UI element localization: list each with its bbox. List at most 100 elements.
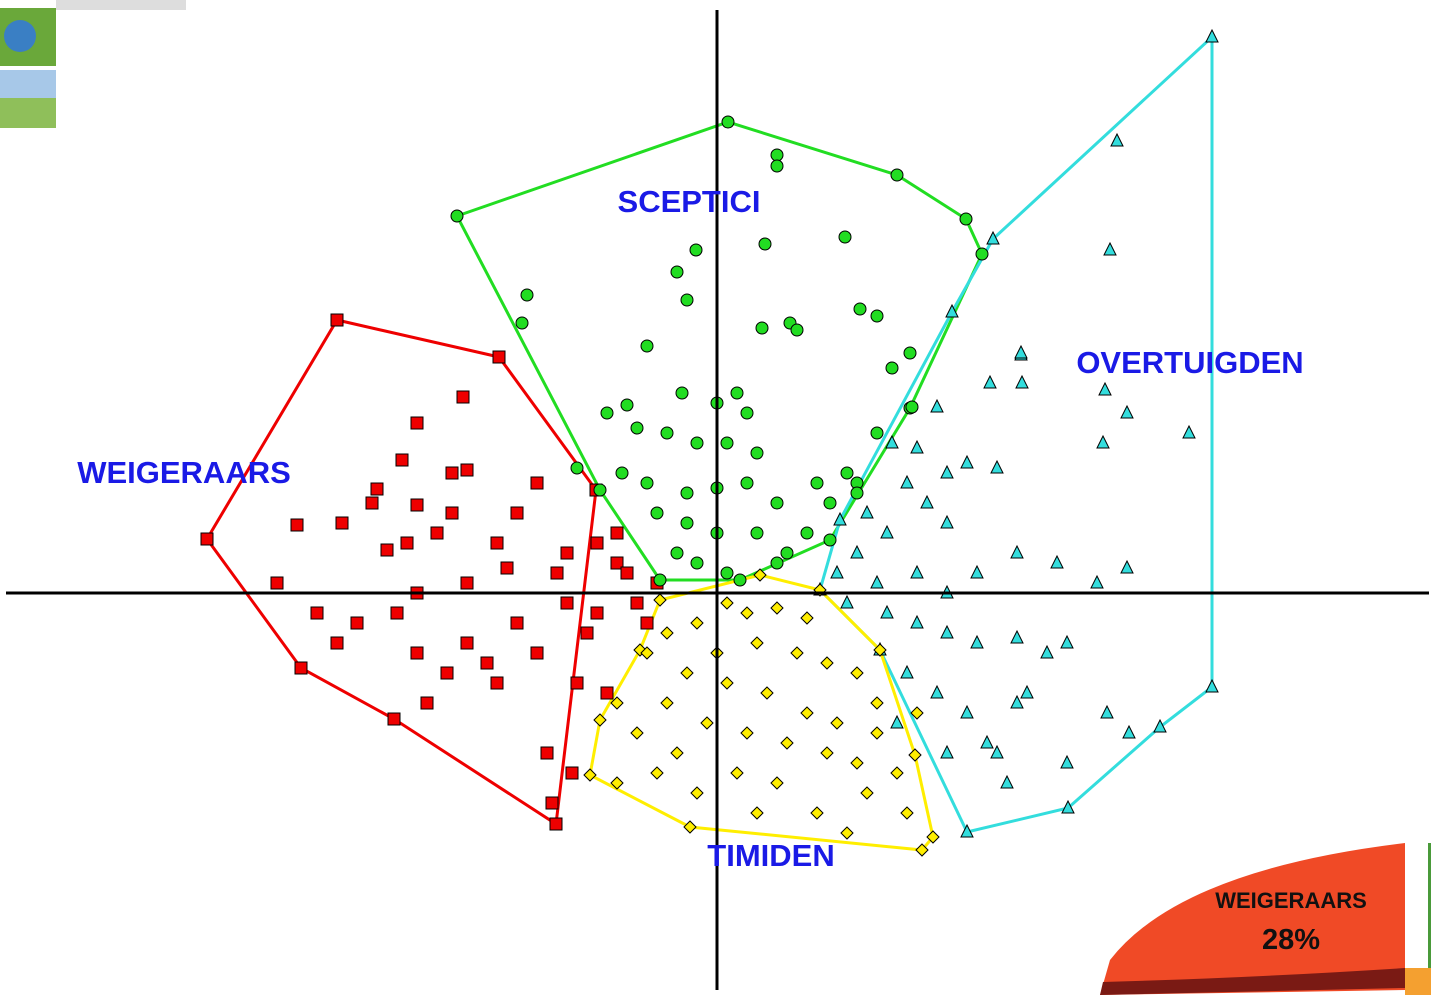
square-point — [480, 656, 494, 670]
square-point — [395, 453, 409, 467]
square-point — [330, 636, 344, 650]
diamond-point — [926, 830, 940, 844]
triangle-point — [850, 544, 864, 559]
square-point — [445, 466, 459, 480]
triangle-point — [1040, 644, 1054, 659]
triangle-point — [1098, 381, 1112, 396]
triangle-point — [1020, 684, 1034, 699]
hulls — [205, 33, 1214, 852]
diamond-point — [800, 611, 814, 625]
diamond-point — [820, 746, 834, 760]
diamond-point — [900, 806, 914, 820]
diamond-point — [870, 696, 884, 710]
triangle-point — [1120, 559, 1134, 574]
square-point — [530, 646, 544, 660]
square-point — [370, 482, 384, 496]
square-point — [294, 661, 308, 675]
diamond-point — [870, 726, 884, 740]
pie-slice-3 — [1428, 843, 1431, 968]
circle-point — [903, 346, 917, 360]
square-point — [565, 766, 579, 780]
circle-point — [650, 506, 664, 520]
diamond-point — [800, 706, 814, 720]
square-point — [460, 636, 474, 650]
circle-point — [680, 516, 694, 530]
diamond-point — [820, 656, 834, 670]
triangle-point — [960, 704, 974, 719]
circle-point — [770, 556, 784, 570]
triangle-point — [900, 664, 914, 679]
triangle-point — [910, 614, 924, 629]
diamond-point — [690, 616, 704, 630]
pie-label: WEIGERAARS — [1215, 888, 1367, 913]
diamond-point — [753, 568, 767, 582]
circle-point — [720, 566, 734, 580]
circle-point — [720, 436, 734, 450]
diamond-point — [670, 746, 684, 760]
diamond-point — [720, 596, 734, 610]
circle-point — [790, 323, 804, 337]
triangle-point — [1103, 241, 1117, 256]
triangle-point — [940, 464, 954, 479]
square-point — [500, 561, 514, 575]
square-point — [400, 536, 414, 550]
diamond-point — [860, 786, 874, 800]
diamond-point — [720, 676, 734, 690]
cluster-labels: WEIGERAARS SCEPTICI OVERTUIGDEN TIMIDEN — [77, 184, 1303, 873]
triangle-point — [990, 744, 1004, 759]
circle-point — [850, 486, 864, 500]
square-point — [456, 390, 470, 404]
circle-point — [838, 230, 852, 244]
triangle-point — [830, 564, 844, 579]
square-point — [460, 576, 474, 590]
square-point — [420, 696, 434, 710]
triangle-point — [930, 398, 944, 413]
square-point — [390, 606, 404, 620]
triangle-point — [890, 714, 904, 729]
square-point — [560, 546, 574, 560]
circle-point — [680, 486, 694, 500]
diamond-point — [850, 666, 864, 680]
diamond-point — [690, 786, 704, 800]
square-point — [640, 616, 654, 630]
triangle-point — [1096, 434, 1110, 449]
triangle-point — [983, 374, 997, 389]
triangle-point — [1110, 132, 1124, 147]
diamond-point — [830, 716, 844, 730]
square-point — [549, 817, 563, 831]
diamond-point — [840, 826, 854, 840]
circle-point — [740, 476, 754, 490]
diamond-point — [660, 626, 674, 640]
triangle-point — [910, 564, 924, 579]
circle-point — [823, 533, 837, 547]
square-point — [610, 556, 624, 570]
square-point — [620, 566, 634, 580]
square-point — [560, 596, 574, 610]
triangle-point — [1090, 574, 1104, 589]
circle-point — [740, 406, 754, 420]
diamond-point — [873, 643, 887, 657]
circle-point — [520, 288, 534, 302]
circle-point — [640, 339, 654, 353]
square-point — [590, 536, 604, 550]
triangle-point — [945, 303, 959, 318]
circle-point — [670, 265, 684, 279]
square-point — [530, 476, 544, 490]
image-globe — [4, 20, 36, 52]
diamond-point — [910, 706, 924, 720]
circle-point — [615, 466, 629, 480]
diamond-point — [760, 686, 774, 700]
cluster-label: OVERTUIGDEN — [1076, 345, 1303, 380]
triangle-point — [960, 454, 974, 469]
triangle-point — [1010, 629, 1024, 644]
pie-fragment: WEIGERAARS 28% — [1100, 843, 1431, 995]
triangle-point — [1060, 754, 1074, 769]
square-point — [492, 350, 506, 364]
square-point — [290, 518, 304, 532]
triangle-point — [980, 734, 994, 749]
square-point — [540, 746, 554, 760]
triangle-point — [990, 459, 1004, 474]
triangle-point — [1205, 678, 1219, 693]
diamond-point — [780, 736, 794, 750]
square-point — [630, 596, 644, 610]
